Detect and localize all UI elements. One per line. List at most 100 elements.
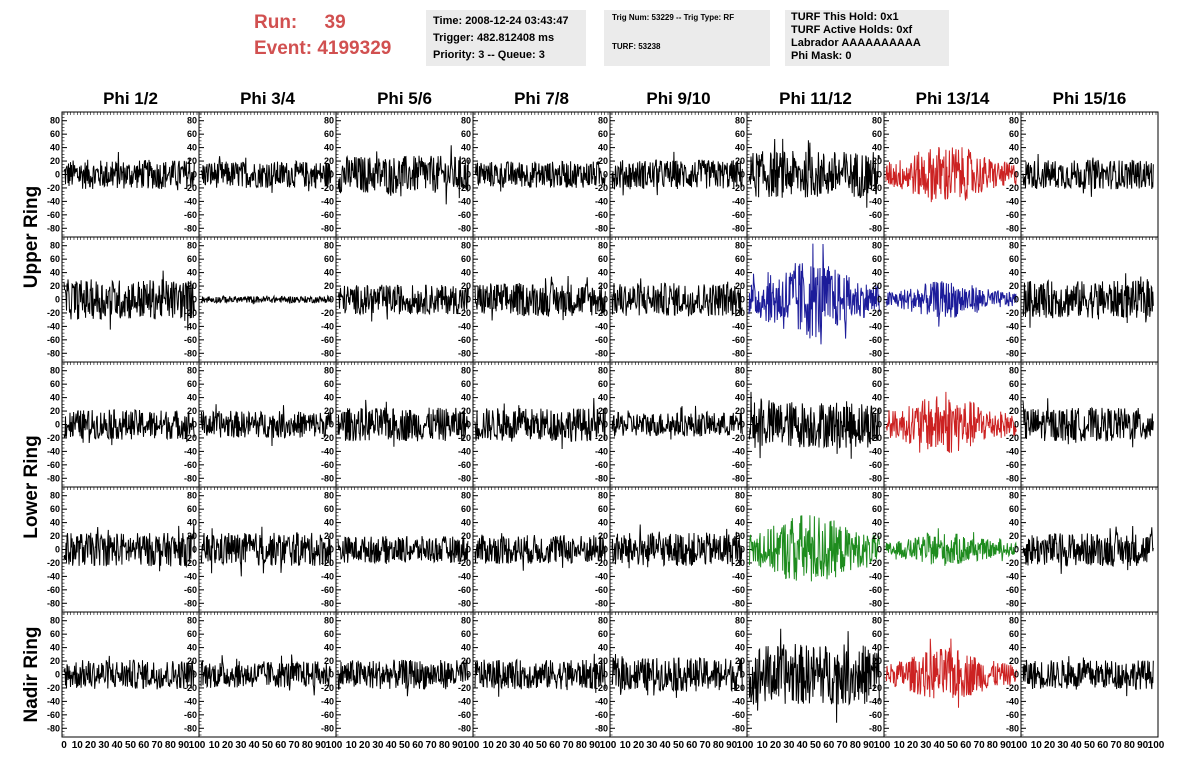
waveform-trace — [885, 638, 1017, 708]
y-tick-label: 0 — [740, 670, 745, 680]
y-tick-label: -40 — [458, 196, 471, 206]
trig-num-line: Trig Num: 53229 -- Trig Type: RF — [612, 13, 735, 22]
y-tick-label: -20 — [595, 558, 608, 568]
waveform-trace — [200, 654, 332, 696]
y-tick-label: 0 — [603, 170, 608, 180]
y-tick-label: -60 — [732, 210, 745, 220]
waveform-trace — [748, 515, 880, 582]
y-tick-label: -60 — [47, 585, 60, 595]
y-tick-label: 40 — [598, 643, 608, 653]
y-tick-label: 40 — [187, 143, 197, 153]
x-tick-label: 80 — [850, 740, 862, 751]
y-tick-label: 80 — [872, 116, 882, 126]
y-tick-label: -40 — [732, 571, 745, 581]
y-tick-label: -40 — [732, 696, 745, 706]
y-tick-label: -20 — [458, 183, 471, 193]
waveform-trace — [885, 528, 1017, 566]
y-tick-label: -80 — [595, 473, 608, 483]
y-tick-label: -40 — [595, 196, 608, 206]
x-tick-label: 10 — [757, 740, 769, 751]
waveform-trace — [63, 655, 195, 690]
y-tick-label: 80 — [187, 116, 197, 126]
y-tick-label: -40 — [595, 321, 608, 331]
run-event-box: Run: 39 Event: 4199329 — [254, 10, 422, 66]
y-tick-label: -60 — [184, 710, 197, 720]
y-tick-label: 80 — [872, 241, 882, 251]
y-tick-label: 0 — [466, 670, 471, 680]
y-tick-label: -40 — [47, 571, 60, 581]
y-tick-label: -80 — [321, 223, 334, 233]
y-tick-label: 60 — [324, 254, 334, 264]
event-line: Event: 4199329 — [254, 36, 422, 62]
run-line: Run: 39 — [254, 10, 422, 36]
y-tick-label: 80 — [187, 366, 197, 376]
waveform-trace — [63, 524, 195, 572]
y-tick-label: 80 — [324, 616, 334, 626]
waveform-trace — [337, 659, 469, 697]
y-tick-label: 0 — [877, 170, 882, 180]
y-tick-label: -80 — [1006, 598, 1019, 608]
x-tick-label: 30 — [509, 740, 521, 751]
y-tick-label: 40 — [1009, 143, 1019, 153]
x-tick-label: 80 — [302, 740, 314, 751]
y-tick-label: 20 — [50, 406, 60, 416]
y-tick-label: 0 — [877, 295, 882, 305]
y-tick-label: 40 — [598, 268, 608, 278]
waveform-trace — [1022, 273, 1154, 328]
y-tick-label: 0 — [192, 670, 197, 680]
x-tick-label: 40 — [1071, 740, 1083, 751]
y-tick-label: 40 — [735, 643, 745, 653]
y-tick-label: -60 — [595, 585, 608, 595]
column-label: Phi 11/12 — [779, 89, 852, 108]
waveform-trace — [63, 409, 195, 446]
x-tick-label: 50 — [125, 740, 137, 751]
y-tick-label: -60 — [47, 335, 60, 345]
waveform-trace — [337, 284, 469, 322]
waveform-trace — [474, 160, 606, 192]
y-tick-label: 60 — [50, 254, 60, 264]
y-tick-label: -40 — [1006, 571, 1019, 581]
y-tick-label: 20 — [187, 531, 197, 541]
y-tick-label: -20 — [321, 558, 334, 568]
y-tick-label: -20 — [1006, 433, 1019, 443]
x-tick-label: 10 — [346, 740, 358, 751]
y-tick-label: -60 — [184, 210, 197, 220]
waveform-trace — [200, 404, 332, 447]
waveform-trace — [474, 275, 606, 321]
y-tick-label: -20 — [595, 183, 608, 193]
y-tick-label: -40 — [1006, 446, 1019, 456]
x-tick-label: 50 — [536, 740, 548, 751]
waveform-trace — [611, 524, 743, 569]
waveform-trace — [1022, 153, 1154, 197]
y-tick-label: 80 — [598, 491, 608, 501]
x-tick-label: 80 — [439, 740, 451, 751]
waveform-trace — [1022, 656, 1154, 697]
y-tick-label: -80 — [184, 348, 197, 358]
y-tick-label: -80 — [1006, 348, 1019, 358]
x-tick-label: 50 — [810, 740, 822, 751]
y-tick-label: 40 — [187, 518, 197, 528]
y-tick-label: 60 — [461, 379, 471, 389]
phi-mask-line: Phi Mask: 0 — [791, 50, 852, 62]
column-label: Phi 1/2 — [103, 89, 158, 108]
y-tick-label: 40 — [50, 518, 60, 528]
y-tick-label: 20 — [50, 281, 60, 291]
waveform-trace — [63, 151, 195, 191]
y-tick-label: 80 — [324, 116, 334, 126]
y-tick-label: 40 — [1009, 643, 1019, 653]
y-tick-label: 40 — [461, 143, 471, 153]
y-tick-label: 60 — [461, 254, 471, 264]
y-tick-label: -40 — [595, 446, 608, 456]
y-tick-label: -60 — [184, 335, 197, 345]
y-tick-label: -80 — [184, 223, 197, 233]
x-tick-label: 30 — [372, 740, 384, 751]
y-tick-label: 20 — [598, 156, 608, 166]
y-tick-label: -60 — [47, 460, 60, 470]
x-tick-label: 100 — [1148, 740, 1165, 751]
y-tick-label: 80 — [50, 366, 60, 376]
y-tick-label: 60 — [461, 129, 471, 139]
event-label: Event: — [254, 38, 313, 59]
x-tick-label: 30 — [646, 740, 658, 751]
y-tick-label: 60 — [598, 129, 608, 139]
